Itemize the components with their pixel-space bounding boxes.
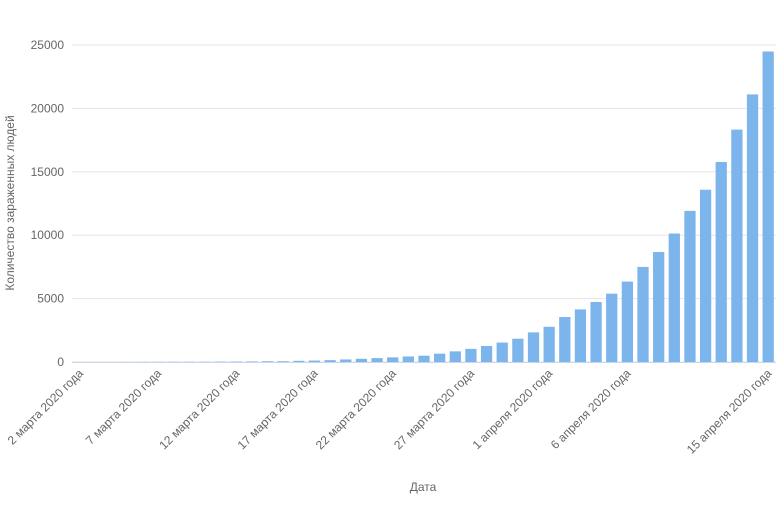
bar bbox=[325, 360, 336, 362]
bar bbox=[669, 234, 680, 362]
bar bbox=[309, 361, 320, 362]
bar bbox=[590, 302, 601, 362]
bar bbox=[465, 349, 476, 362]
y-tick-label: 15000 bbox=[31, 165, 65, 179]
x-tick-label: 2 марта 2020 года bbox=[5, 366, 87, 448]
x-tick-label: 6 апреля 2020 года bbox=[548, 366, 634, 452]
y-tick-label: 0 bbox=[57, 355, 64, 369]
bar bbox=[606, 294, 617, 362]
bar bbox=[575, 309, 586, 362]
bar bbox=[481, 346, 492, 362]
y-axis-title: Количество зараженных людей bbox=[3, 115, 17, 290]
bar bbox=[653, 252, 664, 362]
bar bbox=[262, 361, 273, 362]
x-tick-label: 27 марта 2020 года bbox=[391, 366, 477, 452]
bar bbox=[418, 356, 429, 362]
y-tick-label: 25000 bbox=[31, 38, 65, 52]
bar bbox=[528, 332, 539, 362]
bar bbox=[763, 51, 774, 362]
bar bbox=[246, 361, 257, 362]
bar bbox=[497, 343, 508, 362]
bar bbox=[293, 361, 304, 362]
bar bbox=[684, 211, 695, 362]
x-tick-label: 15 апреля 2020 года bbox=[684, 366, 775, 457]
bar bbox=[622, 282, 633, 362]
x-tick-label: 22 марта 2020 года bbox=[313, 366, 399, 452]
x-tick-label: 17 марта 2020 года bbox=[235, 366, 321, 452]
bar bbox=[731, 130, 742, 362]
bar bbox=[340, 359, 351, 362]
y-tick-label: 10000 bbox=[31, 228, 65, 242]
y-tick-label: 20000 bbox=[31, 101, 65, 115]
bar bbox=[559, 317, 570, 362]
bar bbox=[512, 339, 523, 362]
bar bbox=[278, 361, 289, 362]
bar bbox=[387, 357, 398, 362]
bar bbox=[403, 356, 414, 362]
x-tick-label: 1 апреля 2020 года bbox=[470, 366, 556, 452]
bar bbox=[716, 162, 727, 362]
y-tick-label: 5000 bbox=[37, 292, 64, 306]
x-tick-label: 12 марта 2020 года bbox=[156, 366, 242, 452]
bar bbox=[371, 358, 382, 362]
bar bbox=[434, 354, 445, 362]
bar bbox=[450, 351, 461, 362]
bar bbox=[356, 359, 367, 362]
x-tick-label: 7 марта 2020 года bbox=[83, 366, 165, 448]
x-axis-title: Дата bbox=[410, 480, 437, 494]
bar bbox=[700, 190, 711, 362]
bar bbox=[637, 267, 648, 362]
bar bbox=[544, 327, 555, 362]
bar bbox=[747, 94, 758, 362]
